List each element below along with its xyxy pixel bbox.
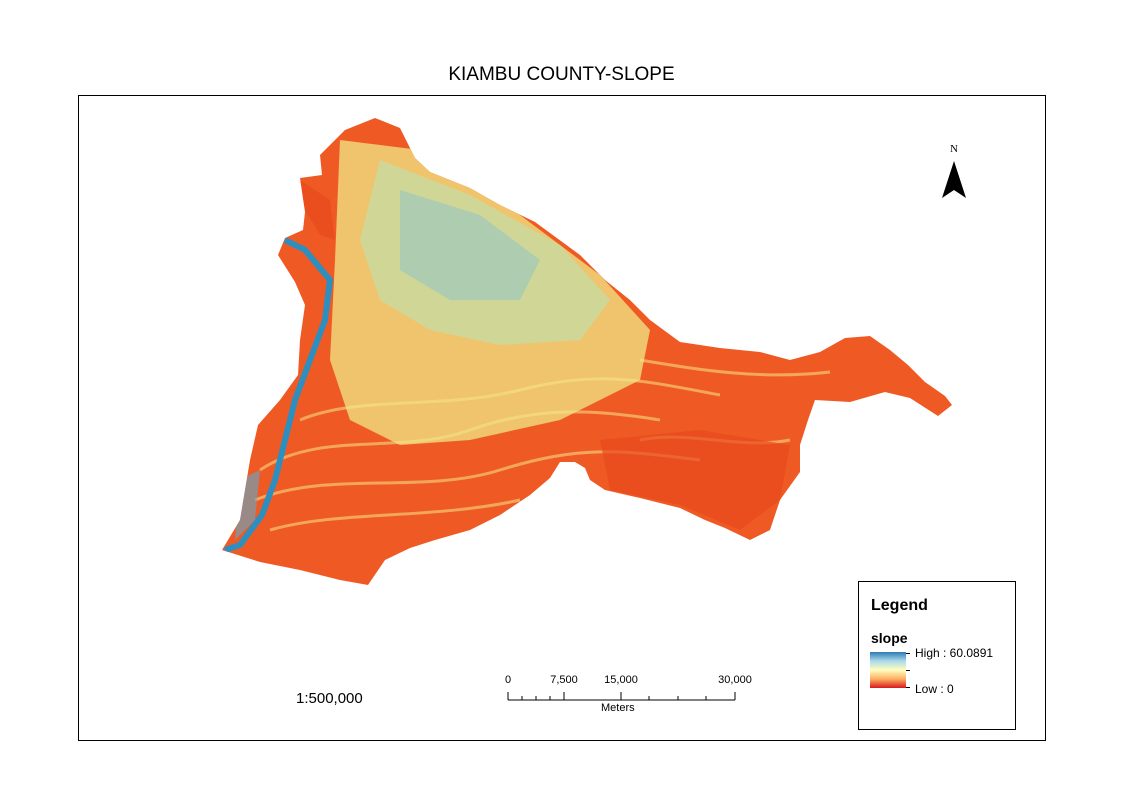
map-frame [78,95,1046,741]
map-title: KIAMBU COUNTY-SLOPE [448,64,675,85]
legend-high-tick [906,653,910,654]
scalebar-ticks [507,692,736,701]
scalebar-label-30000: 30,000 [718,674,752,686]
scalebar-label-15000: 15,000 [604,674,638,686]
legend-color-ramp [870,652,906,688]
legend-mid-tick [906,670,910,671]
scalebar-label-0: 0 [504,674,512,686]
north-label: N [950,143,958,155]
legend: Legend slope High : 60.0891 Low : 0 [858,581,1016,730]
scalebar-label-7500: 7,500 [550,674,578,686]
scale-ratio: 1:500,000 [296,690,363,707]
scalebar-unit: Meters [601,702,635,714]
north-arrow-icon [942,161,966,198]
north-arrow: N [938,143,970,203]
legend-low-label: Low : 0 [915,682,954,696]
scale-bar: 0 7,500 15,000 30,000 Meters [496,672,766,720]
legend-layer-name: slope [871,630,908,646]
legend-high-label: High : 60.0891 [915,646,994,660]
legend-low-tick [906,687,910,688]
legend-title: Legend [871,597,928,614]
